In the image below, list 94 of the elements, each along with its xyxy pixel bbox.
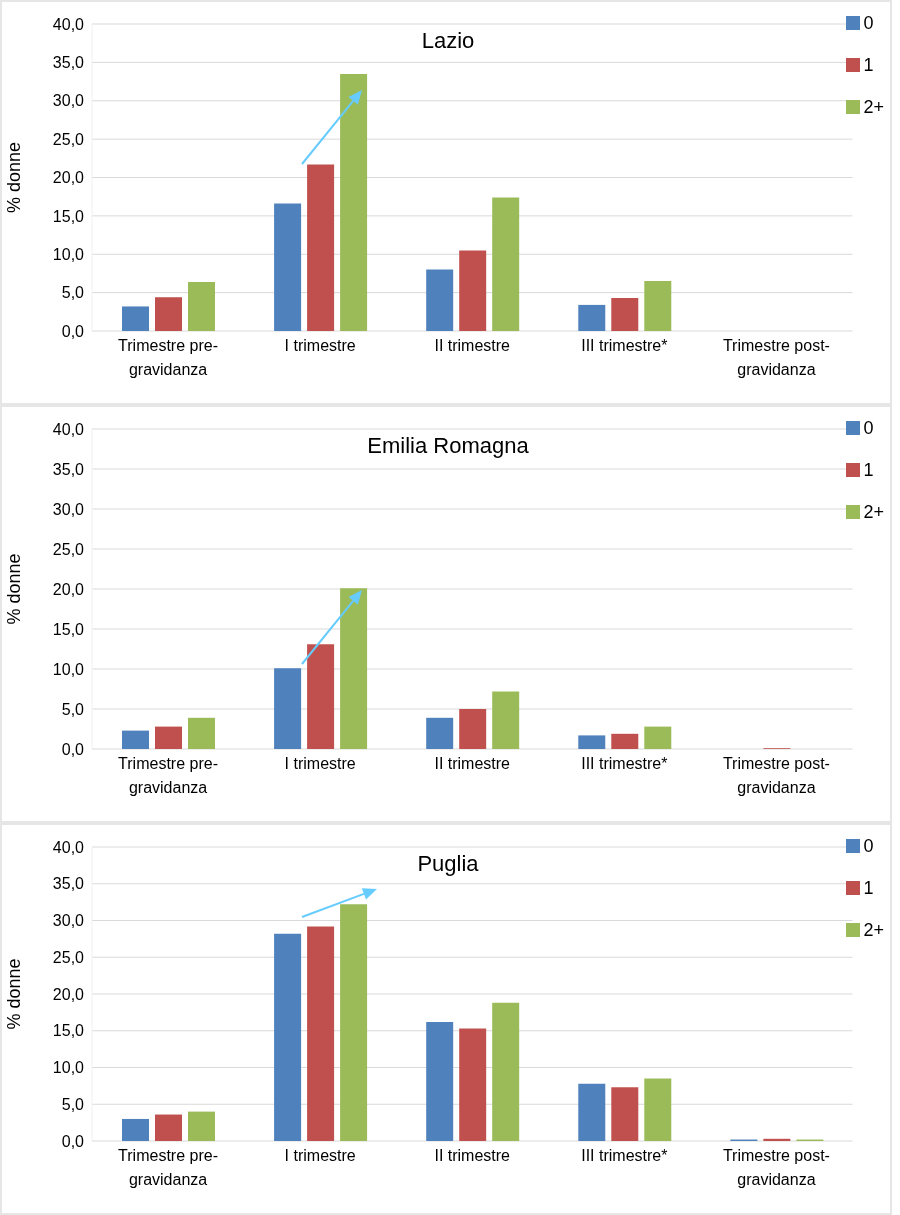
x-tick-label: II trimestre — [434, 1147, 511, 1164]
legend-label: 1 — [863, 54, 874, 76]
bar — [644, 726, 672, 749]
legend-label: 0 — [863, 417, 874, 439]
bar — [274, 933, 302, 1141]
x-tick-label: III trimestre* — [581, 337, 668, 354]
y-tick-label: 0,0 — [61, 322, 85, 340]
x-tick-label: Trimestre pre-gravidanza — [118, 337, 218, 378]
bar — [274, 203, 302, 331]
bar — [644, 281, 672, 331]
legend-label: 1 — [863, 877, 874, 899]
chart-title: Puglia — [417, 851, 479, 876]
bar — [122, 730, 149, 749]
bar — [459, 709, 487, 749]
y-tick-label: 40,0 — [52, 420, 85, 438]
y-tick-label: 10,0 — [52, 1059, 85, 1077]
y-tick-label: 5,0 — [61, 1095, 85, 1113]
y-axis-title: % donne — [4, 958, 25, 1030]
bar — [307, 926, 335, 1141]
x-tick-label: I trimestre — [284, 1147, 356, 1164]
bar — [578, 304, 606, 331]
y-tick-label: 30,0 — [52, 912, 85, 930]
y-tick-label: 30,0 — [52, 92, 85, 110]
y-tick-label: 20,0 — [52, 580, 85, 598]
x-tick-label: Trimestre pre-gravidanza — [118, 755, 218, 796]
y-tick-label: 15,0 — [52, 620, 85, 638]
bar — [340, 588, 368, 749]
y-tick-label: 0,0 — [61, 1132, 85, 1150]
y-tick-label: 40,0 — [52, 15, 85, 33]
y-tick-label: 25,0 — [52, 948, 85, 966]
x-tick-label: II trimestre — [434, 755, 511, 772]
bar — [611, 1087, 639, 1141]
bar — [188, 717, 215, 749]
y-tick-label: 5,0 — [61, 284, 85, 302]
x-tick-label: III trimestre* — [581, 755, 668, 772]
y-axis-title: % donne — [4, 141, 25, 214]
bar — [492, 691, 520, 749]
bar — [459, 1028, 487, 1141]
bar — [492, 197, 520, 331]
bar — [340, 73, 368, 331]
y-tick-label: 40,0 — [52, 838, 85, 856]
bar — [763, 1138, 791, 1141]
bar — [122, 1118, 149, 1141]
bar — [426, 717, 454, 749]
x-tick-label: III trimestre* — [581, 1147, 668, 1164]
bar — [492, 1002, 520, 1141]
chart-title: Emilia Romagna — [367, 433, 529, 458]
chart-title: Lazio — [421, 28, 475, 53]
bar — [122, 306, 149, 331]
y-tick-label: 0,0 — [61, 740, 85, 758]
y-tick-label: 20,0 — [52, 169, 85, 187]
bar — [426, 1021, 454, 1141]
x-tick-label: II trimestre — [434, 337, 511, 354]
legend-label: 1 — [863, 459, 874, 481]
bar — [611, 298, 639, 331]
y-tick-label: 20,0 — [52, 985, 85, 1003]
y-tick-label: 35,0 — [52, 460, 85, 478]
bar — [188, 1111, 215, 1141]
bar — [459, 250, 487, 331]
y-tick-label: 30,0 — [52, 500, 85, 518]
bar — [155, 297, 182, 331]
bar — [155, 726, 182, 749]
y-axis-title: % donne — [4, 553, 25, 625]
bar — [155, 1114, 182, 1141]
legend-label: 2+ — [863, 96, 884, 118]
bar — [578, 1083, 606, 1141]
legend-label: 0 — [863, 835, 874, 857]
bar — [307, 644, 335, 749]
y-tick-label: 25,0 — [52, 540, 85, 558]
legend-label: 0 — [863, 12, 874, 34]
bar — [340, 904, 368, 1141]
x-tick-label: I trimestre — [284, 755, 356, 772]
bar — [188, 281, 215, 331]
y-tick-label: 10,0 — [52, 245, 85, 263]
bar — [611, 733, 639, 749]
x-tick-label: Trimestre post-gravidanza — [722, 1147, 830, 1188]
y-tick-label: 15,0 — [52, 1022, 85, 1040]
legend-label: 2+ — [863, 919, 884, 941]
bar — [274, 668, 302, 749]
bar — [578, 735, 606, 749]
y-tick-label: 35,0 — [52, 54, 85, 72]
bar — [307, 164, 335, 331]
y-tick-label: 15,0 — [52, 207, 85, 225]
x-tick-label: I trimestre — [284, 337, 356, 354]
bar — [644, 1078, 672, 1141]
legend-label: 2+ — [863, 501, 884, 523]
y-tick-label: 5,0 — [61, 700, 85, 718]
x-tick-label: Trimestre pre-gravidanza — [118, 1147, 218, 1188]
y-tick-label: 10,0 — [52, 660, 85, 678]
x-tick-label: Trimestre post-gravidanza — [722, 755, 830, 796]
y-tick-label: 25,0 — [52, 130, 85, 148]
bar — [426, 269, 454, 331]
y-tick-label: 35,0 — [52, 875, 85, 893]
x-tick-label: Trimestre post-gravidanza — [722, 337, 830, 378]
